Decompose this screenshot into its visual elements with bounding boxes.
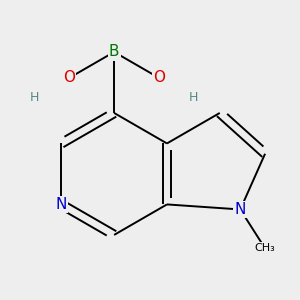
Text: H: H — [30, 91, 40, 104]
Text: O: O — [63, 70, 75, 86]
Text: N: N — [56, 197, 67, 212]
Text: N: N — [235, 202, 246, 217]
Text: CH₃: CH₃ — [254, 243, 275, 253]
Text: B: B — [109, 44, 119, 59]
Text: O: O — [153, 70, 165, 86]
Text: H: H — [189, 91, 198, 104]
